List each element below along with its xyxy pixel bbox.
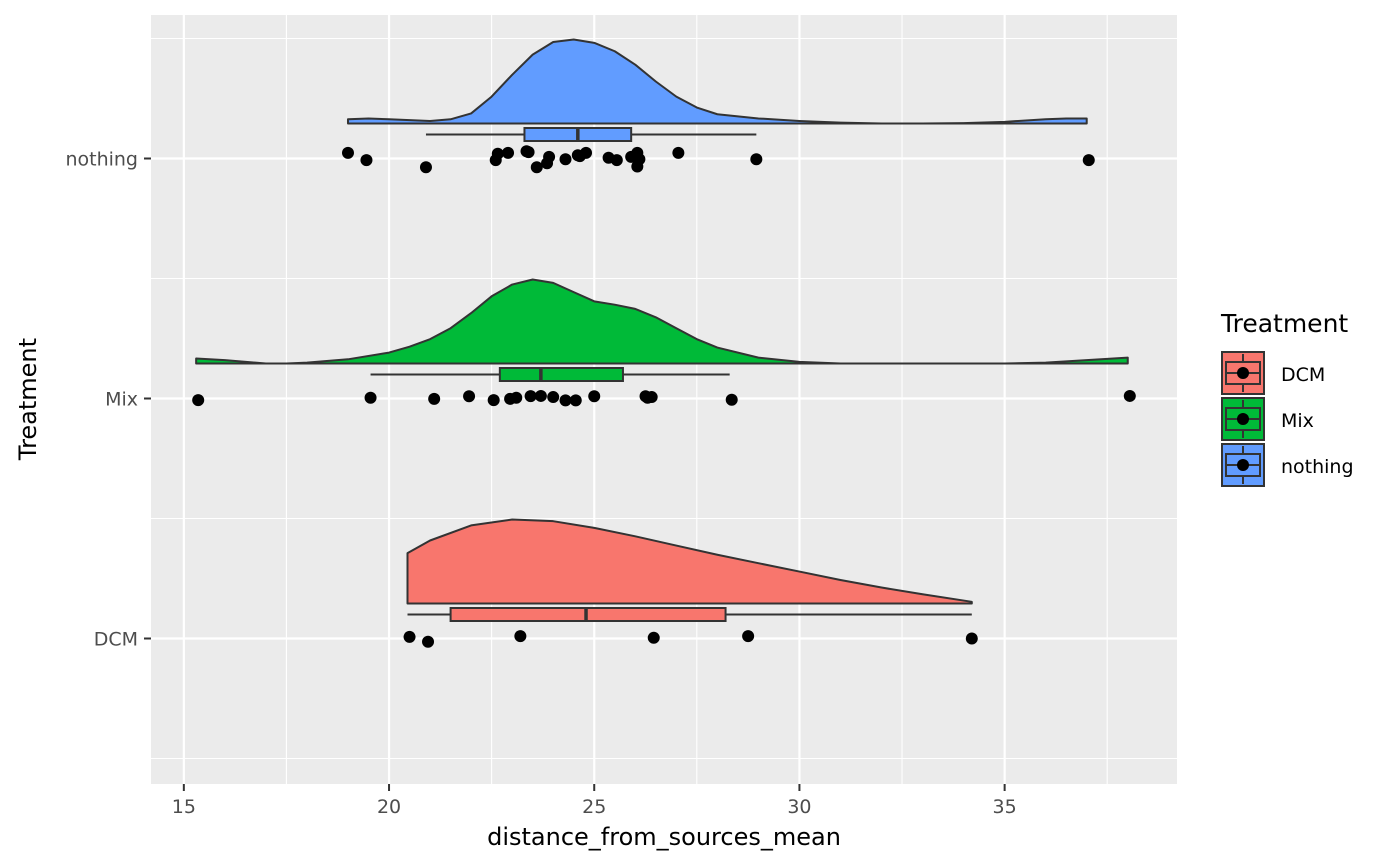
data-point <box>510 391 523 404</box>
x-tick-label: 15 <box>172 796 196 818</box>
data-point <box>192 394 205 407</box>
data-point <box>725 393 738 406</box>
data-point <box>742 630 755 643</box>
data-point <box>422 635 435 648</box>
legend-key-point <box>1237 459 1249 471</box>
legend: Treatment DCM Mix nothing <box>1220 309 1354 487</box>
gridlines <box>151 15 1177 784</box>
data-point <box>1082 154 1095 167</box>
data-point <box>647 631 660 644</box>
data-point <box>419 161 432 174</box>
data-point <box>522 146 535 159</box>
data-point <box>502 146 515 159</box>
data-point <box>965 632 978 645</box>
data-point <box>530 161 543 174</box>
data-point <box>547 391 560 404</box>
data-point <box>588 390 601 403</box>
data-point <box>514 630 527 643</box>
density-cloud <box>406 518 973 605</box>
y-axis-title: Treatment <box>14 338 42 461</box>
y-axis: DCM Mix nothing <box>65 149 151 651</box>
data-point <box>428 392 441 405</box>
x-tick-label: 25 <box>582 796 606 818</box>
data-point <box>534 389 547 402</box>
data-point <box>750 153 763 166</box>
x-tick-label: 20 <box>377 796 401 818</box>
legend-item: Mix <box>1221 397 1314 441</box>
legend-item: DCM <box>1221 351 1325 395</box>
data-point <box>403 630 416 643</box>
y-tick-label: nothing <box>65 149 138 171</box>
data-point <box>491 147 504 160</box>
y-tick-label: Mix <box>105 389 138 411</box>
data-point <box>1123 389 1136 402</box>
data-point <box>645 391 658 404</box>
y-tick-label: DCM <box>94 629 138 651</box>
data-point <box>569 394 582 407</box>
data-point <box>364 391 377 404</box>
data-point <box>463 390 476 403</box>
data-point <box>672 146 685 159</box>
legend-label: DCM <box>1281 364 1325 386</box>
data-point <box>341 146 354 159</box>
legend-title: Treatment <box>1220 309 1348 338</box>
data-point <box>580 146 593 159</box>
data-point <box>610 154 623 167</box>
data-point <box>543 150 556 163</box>
boxplots <box>370 127 972 622</box>
data-point <box>559 394 572 407</box>
legend-item: nothing <box>1221 443 1354 487</box>
data-points <box>192 145 1136 648</box>
x-tick-label: 35 <box>993 796 1017 818</box>
data-point <box>633 153 646 166</box>
legend-key-point <box>1237 413 1249 425</box>
data-point <box>559 153 572 166</box>
box <box>449 607 727 622</box>
data-point <box>524 390 537 403</box>
legend-label: nothing <box>1281 456 1354 478</box>
density-cloud <box>195 278 1129 365</box>
density-clouds <box>195 38 1129 605</box>
legend-key-point <box>1237 367 1249 379</box>
x-axis: 15 20 25 30 35 <box>172 784 1017 818</box>
legend-label: Mix <box>1281 410 1314 432</box>
x-tick-label: 30 <box>787 796 811 818</box>
x-axis-title: distance_from_sources_mean <box>487 823 841 851</box>
density-cloud <box>346 38 1088 125</box>
data-point <box>360 154 373 167</box>
box <box>498 367 624 382</box>
data-point <box>487 394 500 407</box>
